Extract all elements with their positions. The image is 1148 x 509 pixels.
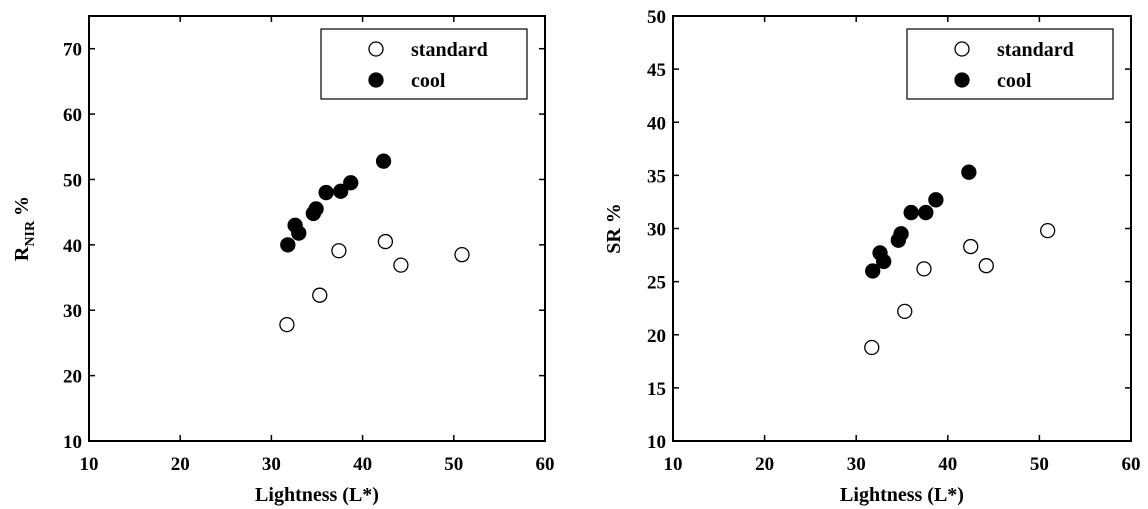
x-tick-label: 50 [444, 454, 463, 475]
chart-2: 10 20 30 40 50 60 10 15 20 25 30 35 40 45 50 Lightness … [603, 7, 1141, 506]
data-point-standard [279, 316, 295, 333]
y-tick-label: 35 [647, 166, 666, 187]
y-tick-label: 25 [647, 273, 666, 294]
data-point-cool [865, 263, 881, 279]
data-point-standard [963, 238, 979, 255]
plot-area-frame [88, 15, 546, 442]
y-axis-label-suffix: % [603, 203, 625, 228]
legend-label-cool: cool [411, 70, 446, 92]
x-tick-label: 60 [1122, 454, 1141, 475]
legend-label-cool: cool [997, 70, 1032, 92]
y-tick-label: 70 [63, 40, 82, 61]
data-point-cool [318, 184, 334, 201]
legend-label-standard: standard [997, 39, 1074, 61]
y-tick-label: 40 [63, 236, 82, 257]
data-point-cool [903, 204, 919, 221]
y-tick-label: 40 [647, 113, 666, 134]
x-axis-label: Lightness (L*) [840, 484, 964, 506]
data-point-cool [928, 192, 944, 208]
legend-marker-standard [954, 41, 970, 57]
y-axis-label-subscript: NIR [23, 220, 38, 247]
y-axis-label: SR % [603, 203, 625, 254]
data-point-standard [916, 261, 932, 277]
data-point-standard [978, 258, 994, 274]
x-tick-label: 10 [80, 454, 99, 475]
data-point-cool [893, 226, 909, 242]
y-tick-label: 50 [647, 7, 666, 28]
x-tick-label: 50 [1030, 454, 1049, 475]
legend-box [906, 28, 1114, 100]
legend-box [320, 28, 528, 100]
y-axis-label-main: R [11, 246, 33, 261]
data-point-standard [331, 243, 347, 259]
data-point-standard [393, 257, 409, 273]
x-axis-label: Lightness (L*) [255, 484, 379, 506]
data-point-cool [375, 153, 392, 169]
y-tick-label: 60 [63, 105, 82, 126]
x-tick-label: 20 [171, 454, 190, 475]
y-tick-label: 50 [63, 170, 82, 191]
x-tick-label: 10 [664, 454, 683, 475]
data-point-cool [961, 164, 977, 180]
data-point-standard [1039, 222, 1056, 239]
y-tick-label: 20 [647, 326, 666, 347]
y-tick-label: 30 [647, 220, 666, 241]
y-tick-label: 20 [63, 367, 82, 388]
y-tick-label: 10 [647, 432, 666, 453]
x-tick-label: 60 [536, 454, 555, 475]
data-point-cool [343, 175, 359, 191]
y-tick-label: 15 [647, 379, 666, 400]
legend-marker-standard [368, 41, 384, 57]
data-point-cool [280, 237, 296, 253]
data-point-standard [454, 247, 470, 263]
y-tick-label: 10 [63, 432, 82, 453]
data-point-standard [312, 287, 328, 303]
legend-marker-cool [368, 72, 384, 88]
y-axis-label-main: SR [603, 228, 625, 254]
x-tick-label: 20 [755, 454, 774, 475]
data-point-cool [308, 201, 324, 217]
x-tick-label: 40 [938, 454, 957, 475]
data-point-cool [333, 183, 349, 199]
data-point-cool [918, 204, 934, 221]
data-point-standard [897, 303, 913, 320]
data-point-standard [864, 339, 880, 356]
data-point-cool [291, 225, 307, 241]
y-axis-label: RNIR % [11, 196, 38, 261]
y-tick-label: 30 [63, 301, 82, 322]
x-tick-label: 40 [353, 454, 372, 475]
x-tick-label: 30 [847, 454, 866, 475]
y-axis-label-suffix: % [11, 196, 33, 221]
legend-label-standard: standard [411, 39, 488, 61]
x-tick-label: 30 [262, 454, 281, 475]
legend-marker-cool [954, 72, 970, 88]
y-tick-label: 45 [647, 60, 666, 81]
data-point-cool [876, 253, 892, 270]
chart-1: 10 20 30 40 50 60 10 20 30 40 50 60 70 Lightness (L*)… [11, 15, 555, 506]
data-point-standard [377, 233, 394, 250]
